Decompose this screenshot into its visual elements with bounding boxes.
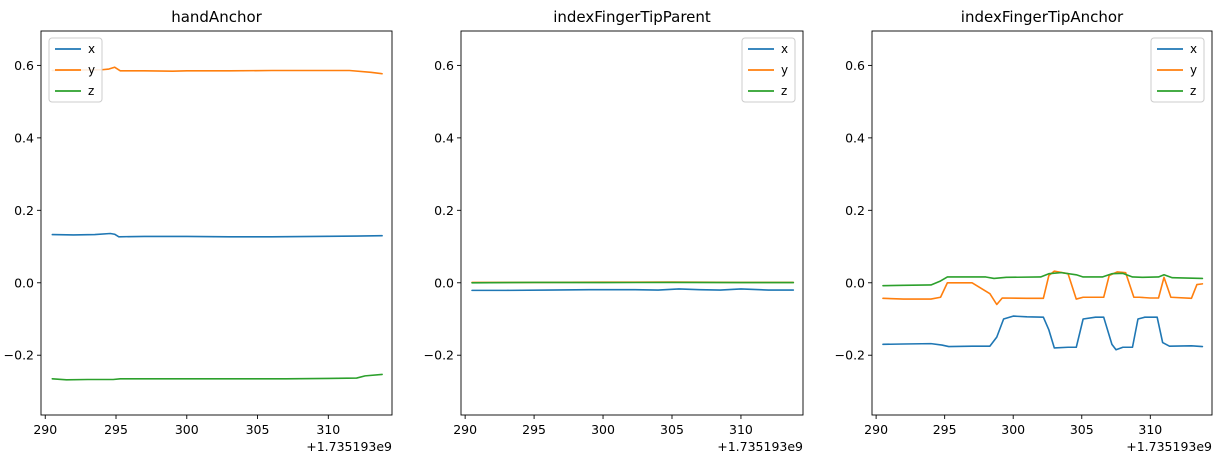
legend: xyz bbox=[48, 37, 103, 103]
legend-label-z: z bbox=[781, 84, 787, 98]
y-tick-label: 0.4 bbox=[434, 130, 454, 145]
x-tick-label: 305 bbox=[1070, 422, 1094, 437]
x-tick-label: 305 bbox=[246, 422, 270, 437]
y-tick-label: 0.0 bbox=[14, 275, 34, 290]
chart-panel-2: indexFingerTipAnchor 290 295 300 305 310 +1.73… bbox=[835, 8, 1213, 454]
legend: xyz bbox=[741, 37, 796, 103]
legend-label-z: z bbox=[88, 84, 94, 98]
x-tick-label: 300 bbox=[591, 422, 615, 437]
chart-title: indexFingerTipAnchor bbox=[961, 8, 1124, 26]
legend-label-y: y bbox=[1190, 63, 1197, 77]
x-tick-label: 295 bbox=[933, 422, 957, 437]
x-tick-label: 295 bbox=[104, 422, 128, 437]
x-tick-label: 310 bbox=[316, 422, 340, 437]
x-tick-label: 290 bbox=[453, 422, 477, 437]
y-tick-label: 0.4 bbox=[14, 130, 34, 145]
x-tick-label: 290 bbox=[33, 422, 57, 437]
x-tick-label: 305 bbox=[660, 422, 684, 437]
x-offset-label: +1.735193e9 bbox=[717, 439, 803, 454]
x-tick-label: 300 bbox=[1001, 422, 1025, 437]
y-tick-label: −0.2 bbox=[4, 348, 34, 363]
axes-frame bbox=[460, 30, 804, 416]
y-tick-label: 0.6 bbox=[434, 58, 454, 73]
y-tick-label: 0.2 bbox=[14, 203, 34, 218]
legend-label-y: y bbox=[781, 63, 788, 77]
legend-label-x: x bbox=[781, 42, 788, 56]
y-tick-label: 0.0 bbox=[845, 275, 865, 290]
y-tick-label: 0.0 bbox=[434, 275, 454, 290]
legend-label-y: y bbox=[88, 63, 95, 77]
series-line-y bbox=[51, 66, 383, 75]
legend-label-x: x bbox=[1190, 42, 1197, 56]
y-tick-label: −0.2 bbox=[835, 348, 865, 363]
y-tick-label: 0.2 bbox=[434, 203, 454, 218]
legend-label-z: z bbox=[1190, 84, 1196, 98]
y-tick-label: 0.2 bbox=[845, 203, 865, 218]
legend: xyz bbox=[1150, 37, 1205, 103]
x-tick-label: 290 bbox=[864, 422, 888, 437]
x-tick-label: 295 bbox=[522, 422, 546, 437]
y-tick-label: −0.2 bbox=[424, 348, 454, 363]
chart-title: handAnchor bbox=[171, 8, 262, 26]
y-tick-label: 0.6 bbox=[14, 58, 34, 73]
x-tick-label: 300 bbox=[175, 422, 199, 437]
axes-frame bbox=[40, 30, 393, 416]
x-offset-label: +1.735193e9 bbox=[1126, 439, 1212, 454]
series-line-x bbox=[471, 288, 795, 292]
series-line-x bbox=[51, 232, 383, 238]
x-tick-label: 310 bbox=[1138, 422, 1162, 437]
x-offset-label: +1.735193e9 bbox=[306, 439, 392, 454]
series-line-x bbox=[882, 315, 1204, 351]
series-line-y bbox=[882, 270, 1204, 306]
y-tick-label: 0.6 bbox=[845, 58, 865, 73]
x-tick-label: 310 bbox=[729, 422, 753, 437]
axes-frame bbox=[871, 30, 1213, 416]
series-line-z bbox=[51, 373, 383, 381]
chart-title: indexFingerTipParent bbox=[553, 8, 711, 26]
chart-panel-0: handAnchor 290 295 300 305 310 +1.735193e9 −0.2… bbox=[4, 8, 393, 454]
series-line-z bbox=[882, 271, 1204, 287]
legend-label-x: x bbox=[88, 42, 95, 56]
chart-panel-1: indexFingerTipParent 290 295 300 305 310 +1.73… bbox=[424, 8, 804, 454]
y-tick-label: 0.4 bbox=[845, 130, 865, 145]
